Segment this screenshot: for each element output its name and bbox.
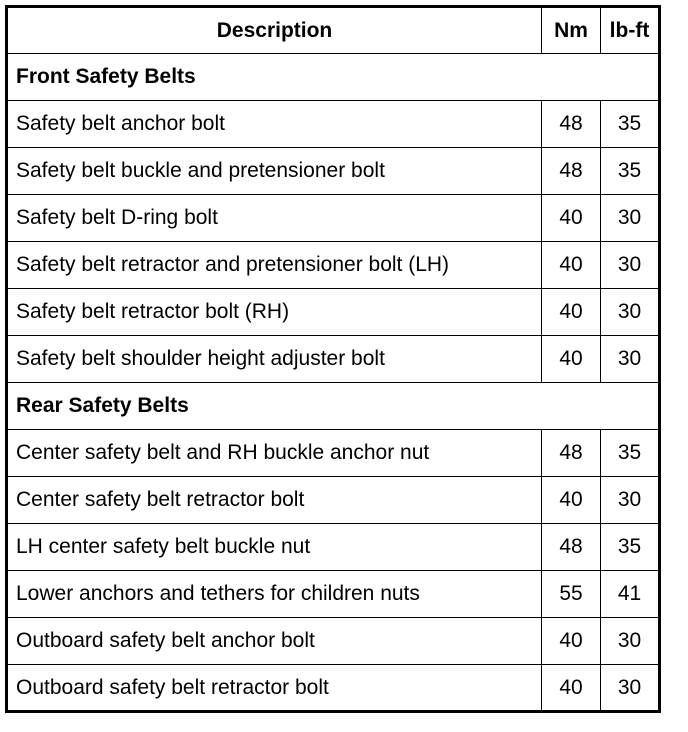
table-row: Safety belt D-ring bolt 40 30	[6, 194, 660, 242]
table-row: Lower anchors and tethers for children n…	[6, 570, 660, 618]
cell-lbft: 35	[600, 523, 660, 571]
table-row: LH center safety belt buckle nut 48 35	[6, 523, 660, 571]
cell-lbft: 35	[600, 100, 660, 148]
cell-lbft: 30	[600, 335, 660, 383]
table-row: Safety belt shoulder height adjuster bol…	[6, 335, 660, 383]
header-lbft: lb-ft	[600, 6, 660, 54]
table-row: Safety belt buckle and pretensioner bolt…	[6, 147, 660, 195]
cell-lbft: 30	[600, 194, 660, 242]
table-row: Safety belt retractor and pretensioner b…	[6, 241, 660, 289]
cell-description: Safety belt buckle and pretensioner bolt	[6, 147, 542, 195]
table-row: Center safety belt retractor bolt 40 30	[6, 476, 660, 524]
table-row: Safety belt anchor bolt 48 35	[6, 100, 660, 148]
cell-description: Safety belt anchor bolt	[6, 100, 542, 148]
cell-description: LH center safety belt buckle nut	[6, 523, 542, 571]
cell-lbft: 41	[600, 570, 660, 618]
torque-spec-table: Description Nm lb-ft Front Safety Belts S…	[5, 5, 661, 713]
cell-nm: 40	[541, 241, 601, 289]
cell-nm: 48	[541, 429, 601, 477]
cell-description: Safety belt retractor bolt (RH)	[6, 288, 542, 336]
cell-nm: 48	[541, 100, 601, 148]
cell-nm: 40	[541, 335, 601, 383]
cell-description: Safety belt D-ring bolt	[6, 194, 542, 242]
table-row: Safety belt retractor bolt (RH) 40 30	[6, 288, 660, 336]
cell-description: Center safety belt and RH buckle anchor …	[6, 429, 542, 477]
cell-nm: 40	[541, 194, 601, 242]
cell-description: Outboard safety belt retractor bolt	[6, 664, 542, 712]
section-row: Rear Safety Belts	[6, 382, 660, 430]
header-row: Description Nm lb-ft	[6, 6, 660, 54]
cell-nm: 40	[541, 476, 601, 524]
section-title: Front Safety Belts	[6, 53, 660, 101]
cell-lbft: 35	[600, 429, 660, 477]
table-row: Outboard safety belt retractor bolt 40 30	[6, 664, 660, 712]
cell-lbft: 35	[600, 147, 660, 195]
cell-nm: 40	[541, 664, 601, 712]
header-nm: Nm	[541, 6, 601, 54]
cell-nm: 40	[541, 288, 601, 336]
header-description: Description	[6, 6, 542, 54]
table-row: Center safety belt and RH buckle anchor …	[6, 429, 660, 477]
cell-lbft: 30	[600, 617, 660, 665]
cell-nm: 40	[541, 617, 601, 665]
cell-lbft: 30	[600, 476, 660, 524]
cell-nm: 55	[541, 570, 601, 618]
cell-description: Lower anchors and tethers for children n…	[6, 570, 542, 618]
section-row: Front Safety Belts	[6, 53, 660, 101]
cell-lbft: 30	[600, 241, 660, 289]
cell-description: Center safety belt retractor bolt	[6, 476, 542, 524]
table-row: Outboard safety belt anchor bolt 40 30	[6, 617, 660, 665]
cell-lbft: 30	[600, 664, 660, 712]
cell-lbft: 30	[600, 288, 660, 336]
cell-nm: 48	[541, 523, 601, 571]
section-title: Rear Safety Belts	[6, 382, 660, 430]
cell-nm: 48	[541, 147, 601, 195]
cell-description: Safety belt retractor and pretensioner b…	[6, 241, 542, 289]
cell-description: Outboard safety belt anchor bolt	[6, 617, 542, 665]
cell-description: Safety belt shoulder height adjuster bol…	[6, 335, 542, 383]
